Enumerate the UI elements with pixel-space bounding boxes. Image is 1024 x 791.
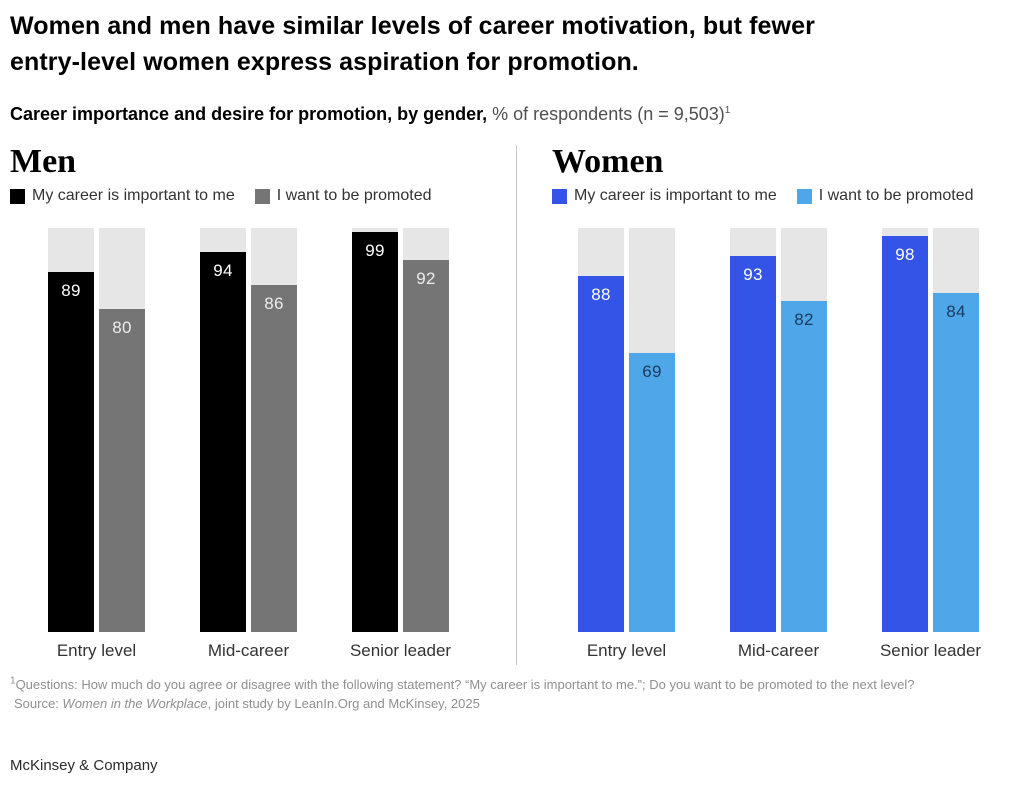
category-label: Mid-career	[737, 641, 820, 660]
bar-fill: 86	[251, 284, 297, 632]
bar-group: 94 86 Mid-career	[200, 228, 297, 660]
bar-fill: 84	[933, 292, 979, 632]
bar-track: 80	[99, 228, 145, 632]
legend-label: My career is important to me	[574, 187, 777, 204]
bar-fill: 93	[730, 256, 776, 632]
bar-fill: 92	[403, 260, 449, 632]
bar-track: 69	[629, 228, 675, 632]
bar-track: 89	[48, 228, 94, 632]
legend-item: I want to be promoted	[254, 187, 432, 205]
category-label: Mid-career	[207, 641, 290, 660]
panel-women: Women My career is important to me I wan…	[552, 140, 1014, 660]
panel-women-title: Women	[552, 143, 664, 180]
bar-value-label: 99	[365, 241, 385, 261]
women-bar-chart: 88 69 Entry level 93 82 Mid-career 98 84 Senior …	[552, 228, 981, 660]
legend-label: My career is important to me	[32, 187, 235, 204]
bar-track: 98	[882, 228, 928, 632]
category-label: Senior leader	[349, 641, 452, 660]
bar-fill: 98	[882, 236, 928, 632]
subtitle-footnote-marker: 1	[724, 105, 731, 116]
title-line-2: entry-level women express aspiration for…	[10, 48, 639, 76]
legend-item: My career is important to me	[10, 187, 235, 205]
subtitle-bold: Career importance and desire for promoti…	[10, 104, 488, 124]
legend-item: My career is important to me	[552, 187, 777, 205]
legend-label: I want to be promoted	[818, 187, 974, 204]
panel-divider	[516, 145, 517, 665]
footnote-source: Source: Women in the Workplace, joint st…	[10, 695, 1014, 714]
bar-track: 84	[933, 228, 979, 632]
bar-value-label: 92	[416, 269, 436, 289]
bar-value-label: 89	[61, 281, 81, 301]
bar-value-label: 84	[946, 301, 966, 321]
source-title: Women in the Workplace	[62, 695, 208, 711]
category-label: Entry level	[586, 641, 667, 660]
bar-track: 82	[781, 228, 827, 632]
bar-track: 93	[730, 228, 776, 632]
panel-women-legend: My career is important to me I want to b…	[552, 187, 1014, 205]
bar-group: 88 69 Entry level	[578, 228, 675, 660]
legend-swatch-career-important	[10, 188, 25, 204]
page-title: Women and men have similar levels of car…	[10, 8, 1000, 80]
men-bar-chart: 89 80 Entry level 94 86 Mid-career 99 92 Senior …	[10, 228, 451, 660]
bar-fill: 80	[99, 308, 145, 632]
source-prefix: Source:	[14, 695, 63, 711]
bar-value-label: 69	[642, 362, 662, 382]
bar-value-label: 86	[264, 293, 284, 313]
panel-men-title: Men	[10, 143, 77, 180]
bar-track: 86	[251, 228, 297, 632]
legend-swatch-want-promotion	[254, 188, 270, 204]
bar-value-label: 93	[743, 265, 763, 285]
bar-fill: 82	[781, 300, 827, 632]
bar-value-label: 98	[895, 245, 915, 265]
legend-label: I want to be promoted	[276, 187, 432, 204]
bar-group: 98 84 Senior leader	[880, 228, 981, 660]
bar-value-label: 88	[591, 285, 611, 305]
bar-fill: 69	[629, 353, 675, 632]
bar-fill: 99	[352, 232, 398, 632]
title-line-1: Women and men have similar levels of car…	[10, 12, 815, 40]
bar-value-label: 80	[112, 317, 132, 337]
bar-track: 99	[352, 228, 398, 632]
bar-track: 92	[403, 228, 449, 632]
bar-value-label: 82	[794, 309, 814, 329]
bar-group: 93 82 Mid-career	[730, 228, 827, 660]
bar-track: 88	[578, 228, 624, 632]
source-suffix: , joint study by LeanIn.Org and McKinsey…	[207, 695, 480, 711]
footnotes: 1Questions: How much do you agree or dis…	[10, 676, 1014, 713]
chart-subtitle: Career importance and desire for promoti…	[10, 104, 730, 125]
category-label: Senior leader	[879, 641, 982, 660]
bar-track: 94	[200, 228, 246, 632]
bar-fill: 88	[578, 276, 624, 632]
footnote-questions-text: Questions: How much do you agree or disa…	[15, 677, 915, 692]
footnote-marker: 1	[10, 675, 16, 687]
bar-group: 99 92 Senior leader	[350, 228, 451, 660]
legend-swatch-want-promotion	[796, 188, 812, 204]
bar-group: 89 80 Entry level	[48, 228, 145, 660]
footnote-questions: 1Questions: How much do you agree or dis…	[10, 676, 1014, 695]
legend-item: I want to be promoted	[796, 187, 974, 205]
subtitle-regular: % of respondents (n = 9,503)	[487, 104, 725, 124]
mckinsey-brand: McKinsey & Company	[10, 757, 158, 774]
category-label: Entry level	[56, 641, 137, 660]
legend-swatch-career-important	[552, 188, 567, 204]
panel-men: Men My career is important to me I want …	[10, 140, 490, 660]
panel-men-legend: My career is important to me I want to b…	[10, 187, 490, 205]
bar-fill: 89	[48, 272, 94, 632]
bar-fill: 94	[200, 252, 246, 632]
bar-value-label: 94	[213, 261, 233, 281]
